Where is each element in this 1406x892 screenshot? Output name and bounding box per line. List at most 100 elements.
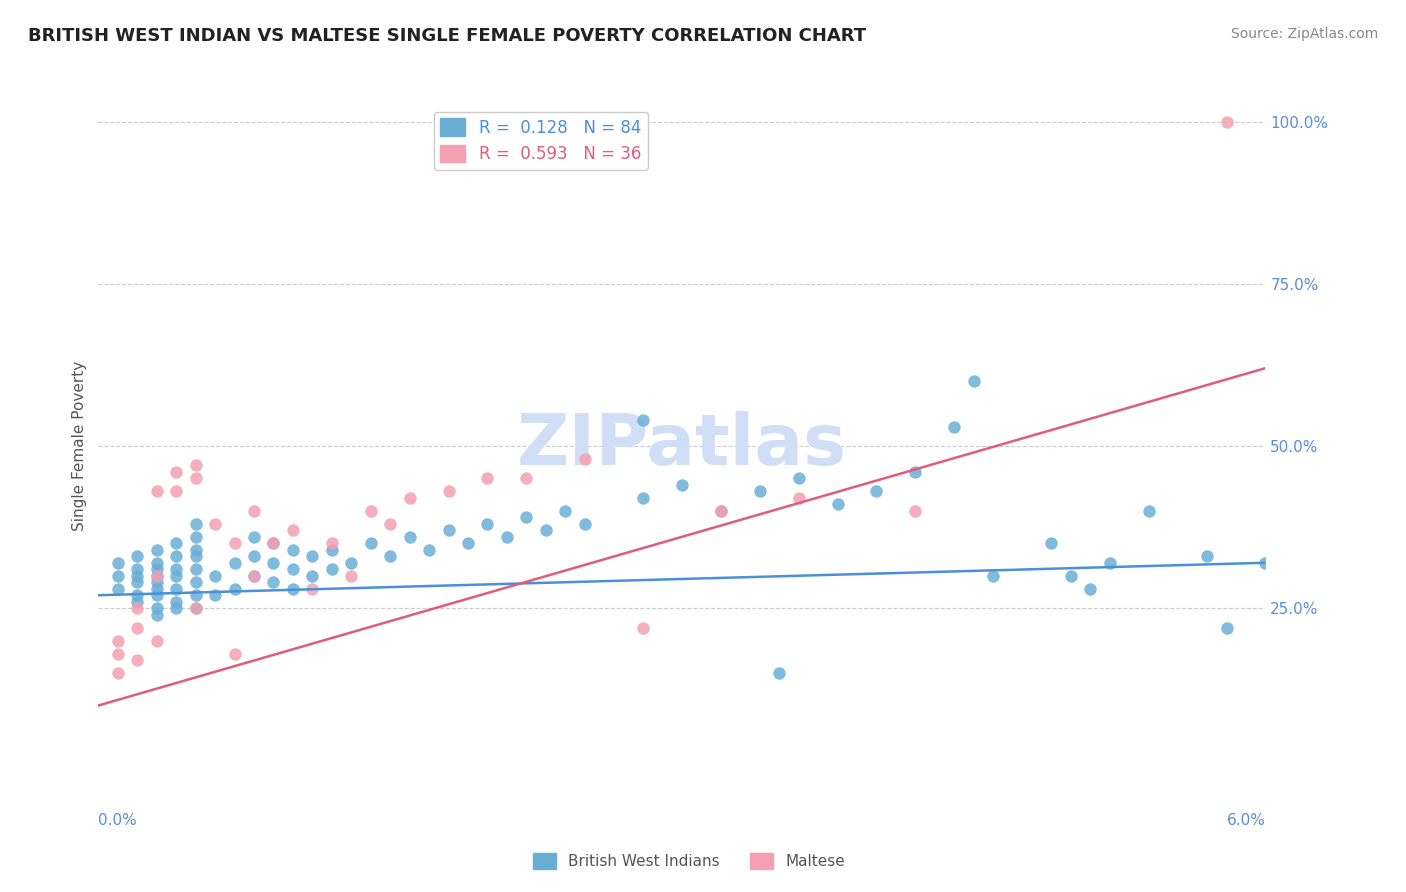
Point [301, 568, 323, 582]
Point [146, 484, 169, 499]
Point [378, 516, 402, 531]
Point [224, 582, 246, 596]
Point [165, 568, 187, 582]
Point [146, 542, 169, 557]
Point [184, 530, 207, 544]
Point [378, 549, 402, 564]
Point [943, 419, 966, 434]
Point [127, 595, 149, 609]
Point [1195, 549, 1218, 564]
Point [107, 666, 129, 681]
Point [534, 524, 557, 538]
Point [281, 562, 304, 576]
Point [127, 575, 149, 590]
Point [1098, 556, 1121, 570]
Point [184, 549, 207, 564]
Point [321, 542, 343, 557]
Point [224, 556, 246, 570]
Point [787, 471, 810, 485]
Point [554, 504, 576, 518]
Point [301, 582, 323, 596]
Point [184, 588, 207, 602]
Point [671, 478, 693, 492]
Point [398, 530, 420, 544]
Point [1254, 556, 1277, 570]
Point [477, 471, 499, 485]
Point [1215, 621, 1237, 635]
Point [146, 575, 169, 590]
Point [1060, 568, 1083, 582]
Point [127, 601, 149, 615]
Text: BRITISH WEST INDIAN VS MALTESE SINGLE FEMALE POVERTY CORRELATION CHART: BRITISH WEST INDIAN VS MALTESE SINGLE FE… [28, 27, 866, 45]
Point [146, 588, 169, 602]
Point [437, 524, 460, 538]
Legend: R =  0.128   N = 84, R =  0.593   N = 36: R = 0.128 N = 84, R = 0.593 N = 36 [433, 112, 648, 169]
Text: ZIPatlas: ZIPatlas [517, 411, 846, 481]
Point [437, 484, 460, 499]
Point [107, 568, 129, 582]
Point [184, 458, 207, 473]
Point [301, 549, 323, 564]
Point [477, 516, 499, 531]
Point [107, 556, 129, 570]
Point [165, 549, 187, 564]
Point [904, 465, 927, 479]
Point [398, 491, 420, 505]
Point [184, 562, 207, 576]
Point [184, 516, 207, 531]
Point [146, 607, 169, 622]
Point [184, 542, 207, 557]
Point [204, 516, 226, 531]
Point [281, 582, 304, 596]
Point [321, 536, 343, 550]
Point [243, 568, 266, 582]
Text: Source: ZipAtlas.com: Source: ZipAtlas.com [1230, 27, 1378, 41]
Point [165, 562, 187, 576]
Point [165, 484, 187, 499]
Point [165, 601, 187, 615]
Point [262, 575, 284, 590]
Text: 0.0%: 0.0% [98, 813, 138, 828]
Point [631, 491, 654, 505]
Point [184, 601, 207, 615]
Point [1137, 504, 1160, 518]
Point [631, 621, 654, 635]
Y-axis label: Single Female Poverty: Single Female Poverty [72, 361, 87, 531]
Point [184, 601, 207, 615]
Point [496, 530, 519, 544]
Point [281, 542, 304, 557]
Point [262, 536, 284, 550]
Point [127, 621, 149, 635]
Point [127, 568, 149, 582]
Point [204, 588, 226, 602]
Point [224, 647, 246, 661]
Point [340, 568, 363, 582]
Point [457, 536, 479, 550]
Point [165, 465, 187, 479]
Point [204, 568, 226, 582]
Point [146, 568, 169, 582]
Point [146, 562, 169, 576]
Point [127, 653, 149, 667]
Point [243, 568, 266, 582]
Point [710, 504, 733, 518]
Point [262, 536, 284, 550]
Point [127, 588, 149, 602]
Point [243, 549, 266, 564]
Point [1040, 536, 1063, 550]
Point [165, 595, 187, 609]
Point [515, 471, 537, 485]
Point [574, 516, 596, 531]
Point [1080, 582, 1102, 596]
Legend: British West Indians, Maltese: British West Indians, Maltese [527, 847, 851, 875]
Point [748, 484, 770, 499]
Point [165, 582, 187, 596]
Point [981, 568, 1004, 582]
Point [107, 647, 129, 661]
Point [631, 413, 654, 427]
Point [262, 556, 284, 570]
Point [787, 491, 810, 505]
Point [710, 504, 733, 518]
Point [768, 666, 790, 681]
Point [865, 484, 887, 499]
